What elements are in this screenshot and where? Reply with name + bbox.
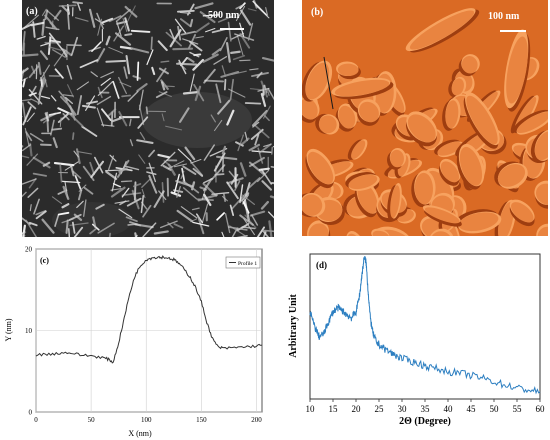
xrd-chart: 10 15 20 25 30 35 40 45 50 55 60 (d) 2Θ (Degree) A… bbox=[288, 253, 546, 427]
afm-image-a: (a) 500 nm bbox=[22, 0, 274, 237]
xrd-x-tick-label: 50 bbox=[490, 404, 500, 414]
xrd-ticks: 10 15 20 25 30 35 40 45 50 55 60 bbox=[306, 399, 546, 414]
profile-y-tick-label: 10 bbox=[25, 327, 33, 335]
xrd-x-tick-label: 10 bbox=[306, 404, 316, 414]
scale-label-a: 500 nm bbox=[208, 10, 240, 21]
scale-bar-b bbox=[500, 30, 526, 32]
xrd-x-tick-label: 55 bbox=[513, 404, 523, 414]
xrd-x-tick-label: 35 bbox=[421, 404, 431, 414]
profile-y-tick-label: 0 bbox=[29, 409, 33, 417]
legend-box bbox=[225, 256, 261, 269]
xrd-x-tick-label: 60 bbox=[536, 404, 546, 414]
xrd-y-axis-label: Arbitrary Unit bbox=[288, 294, 299, 358]
scale-label-b: 100 nm bbox=[488, 11, 520, 22]
xrd-x-tick-label: 15 bbox=[329, 404, 339, 414]
profile-legend: Profile 1 bbox=[225, 256, 261, 269]
afm-image-a-texture bbox=[22, 0, 274, 237]
panel-label-a: (a) bbox=[26, 6, 38, 17]
profile-line bbox=[35, 255, 263, 364]
profile-y-tick-label: 20 bbox=[25, 246, 33, 254]
profile-x-tick-label: 50 bbox=[88, 416, 96, 424]
profile-x-tick-label: 100 bbox=[141, 416, 152, 424]
profile-y-axis-label: Y (nm) bbox=[4, 318, 13, 341]
afm-image-b: (b) 100 nm bbox=[302, 0, 548, 236]
afm-image-b-texture bbox=[302, 0, 548, 236]
scale-bar-a bbox=[220, 28, 244, 30]
profile-x-axis-label: X (nm) bbox=[128, 429, 152, 438]
xrd-x-tick-label: 25 bbox=[375, 404, 385, 414]
xrd-x-tick-label: 30 bbox=[398, 404, 408, 414]
profile-x-tick-label: 150 bbox=[196, 416, 207, 424]
profile-ticks: 0 50 100 150 200 0 10 20 bbox=[25, 246, 262, 425]
xrd-line bbox=[309, 256, 541, 395]
panel-label-b: (b) bbox=[311, 7, 324, 18]
legend-entry: Profile 1 bbox=[238, 260, 257, 267]
profile-x-tick-label: 200 bbox=[251, 416, 262, 424]
xrd-x-tick-label: 20 bbox=[352, 404, 362, 414]
xrd-x-tick-label: 40 bbox=[444, 404, 454, 414]
panel-label-c: (c) bbox=[40, 256, 49, 265]
xrd-x-axis-label: 2Θ (Degree) bbox=[399, 416, 451, 427]
profile-chart: 0 50 100 150 200 0 10 20 (c) Profile 1 X (nm) Y… bbox=[4, 246, 263, 438]
xrd-x-tick-label: 45 bbox=[467, 404, 477, 414]
xrd-plot-area bbox=[309, 253, 541, 400]
profile-x-tick-label: 0 bbox=[34, 416, 38, 424]
profile-grid bbox=[35, 248, 262, 413]
panel-label-d: (d) bbox=[316, 260, 327, 270]
